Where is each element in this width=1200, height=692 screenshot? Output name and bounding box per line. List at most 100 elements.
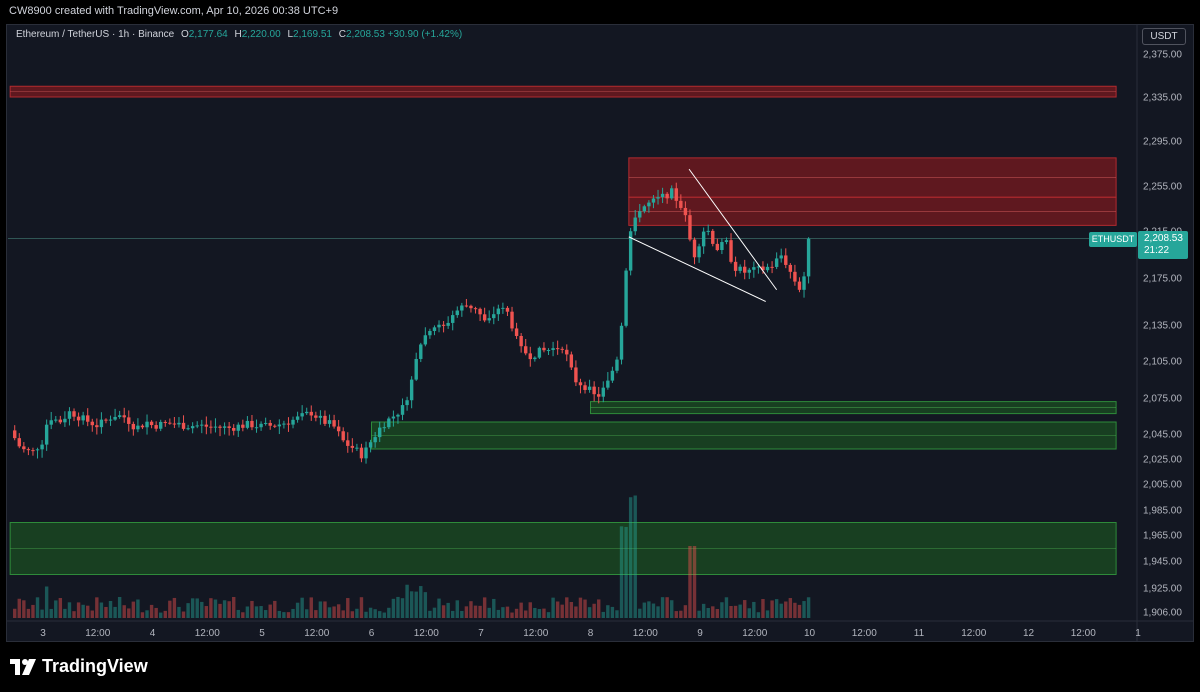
volume-bar (697, 610, 701, 618)
candle-body (578, 382, 583, 386)
volume-bar (163, 610, 167, 618)
candle-body (624, 270, 628, 326)
volume-bar (542, 608, 546, 618)
price-tick-label: 1,925.00 (1143, 584, 1182, 595)
volume-bar (186, 603, 190, 618)
candle-body (227, 426, 231, 428)
candle-body (743, 266, 747, 273)
candle-body (606, 380, 610, 388)
volume-bar (95, 597, 99, 618)
time-tick-label: 12:00 (523, 628, 548, 639)
volume-bar (67, 602, 72, 618)
candle-body (259, 423, 263, 428)
volume-bar (382, 612, 386, 618)
volume-bar (656, 606, 660, 618)
time-tick-label: 8 (588, 628, 594, 639)
volume-bar (715, 609, 720, 618)
volume-bar (22, 600, 26, 618)
price-tick-label: 2,375.00 (1143, 50, 1182, 61)
candle-body (282, 423, 286, 425)
candle-body (409, 379, 414, 401)
candle-body (241, 424, 245, 428)
price-tick-label: 2,335.00 (1143, 93, 1182, 104)
candle-body (752, 267, 756, 270)
price-tick-label: 1,906.00 (1143, 608, 1182, 619)
volume-bar (396, 596, 400, 618)
volume-bar (295, 602, 300, 618)
trendline (628, 236, 766, 302)
candle-body (323, 415, 327, 424)
candle-body (177, 422, 181, 425)
volume-bar (587, 607, 592, 618)
volume-bar (245, 606, 250, 618)
volume-bar (802, 601, 806, 618)
candle-body (779, 255, 783, 259)
candle-body (254, 427, 259, 429)
candle-body (738, 266, 742, 271)
volume-bar (692, 546, 697, 618)
volume-bar (58, 598, 63, 618)
volume-bar (236, 609, 240, 618)
candle-body (26, 449, 31, 451)
volume-bar (222, 600, 227, 618)
volume-bar (254, 606, 259, 618)
candle-body (195, 425, 199, 427)
candle-body (569, 354, 574, 368)
volume-bar (701, 603, 706, 618)
volume-bar (63, 608, 67, 618)
volume-bar (250, 600, 254, 618)
change-value: +30.90 (+1.42%) (387, 29, 463, 40)
candle-body (464, 305, 469, 307)
volume-bar (501, 607, 505, 618)
time-tick-label: 1 (1135, 628, 1141, 639)
volume-bar (519, 602, 523, 618)
volume-bar (482, 597, 487, 618)
volume-bar (305, 609, 309, 618)
candle-body (44, 424, 49, 445)
volume-bar (551, 597, 555, 618)
volume-bar (606, 605, 610, 618)
time-tick-label: 12:00 (85, 628, 110, 639)
candle-body (765, 266, 770, 271)
candle-body (615, 359, 619, 371)
candle-body (122, 415, 126, 418)
volume-bar (373, 609, 377, 618)
volume-bar (619, 526, 624, 618)
low-value: 2,169.51 (293, 29, 332, 40)
candle-body (492, 314, 496, 319)
candle-body (200, 424, 204, 426)
candle-body (222, 426, 227, 428)
candle-body (806, 238, 811, 277)
volume-bar (724, 597, 729, 618)
volume-bar (752, 601, 756, 618)
time-tick-label: 7 (478, 628, 484, 639)
candle-body (190, 426, 195, 429)
volume-bar (86, 605, 90, 618)
volume-bar (204, 606, 209, 618)
candle-body (496, 308, 501, 315)
volume-bar (327, 607, 332, 618)
candle-body (309, 411, 313, 416)
top-bar: CW8900 created with TradingView.com, Apr… (0, 0, 1200, 24)
volume-bar (72, 611, 76, 618)
open-label: O (181, 29, 189, 40)
candle-body (533, 357, 537, 360)
volume-bar (49, 608, 53, 618)
volume-bar (346, 598, 350, 618)
candle-body (72, 411, 76, 417)
volume-bar (761, 599, 765, 618)
volume-bar (273, 600, 277, 618)
volume-bar (263, 610, 268, 618)
candle-body (665, 193, 669, 199)
volume-bar (546, 612, 551, 618)
volume-bar (601, 611, 605, 618)
candle-body (346, 440, 350, 446)
volume-bar (99, 602, 104, 618)
currency-button[interactable]: USDT (1142, 28, 1186, 45)
volume-bar (469, 601, 473, 618)
volume-bar (756, 612, 761, 618)
time-tick-label: 12:00 (742, 628, 767, 639)
tradingview-logo[interactable]: TradingView (10, 656, 148, 677)
volume-bar (300, 597, 304, 618)
